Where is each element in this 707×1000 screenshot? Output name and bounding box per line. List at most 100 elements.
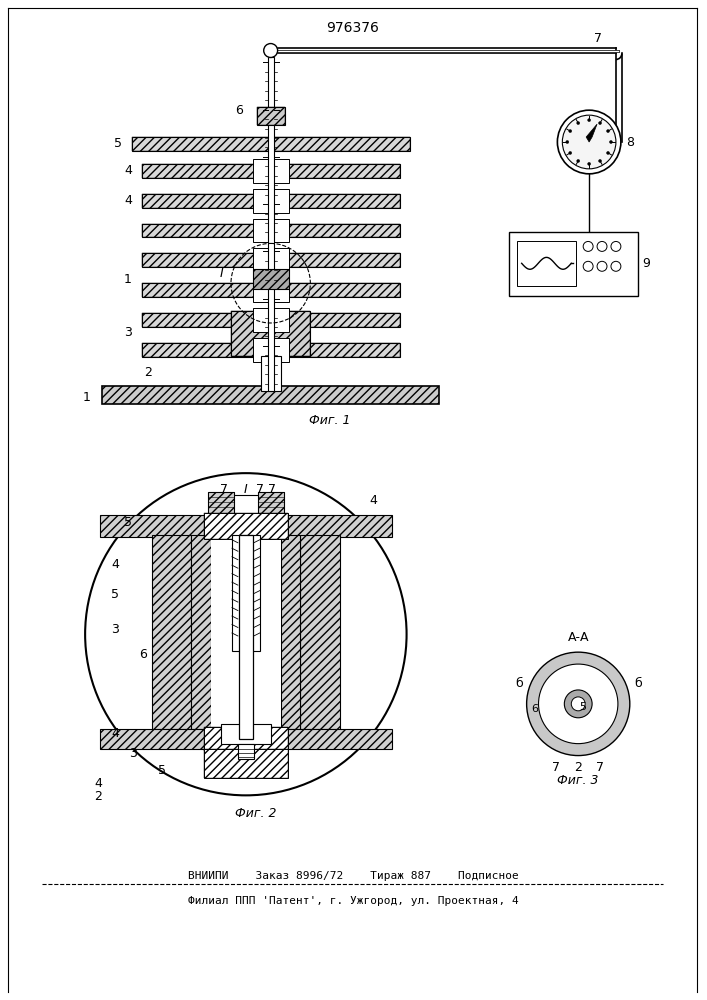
Bar (221, 724, 271, 744)
Text: 7: 7 (256, 483, 264, 496)
Bar (300, 535, 340, 729)
Bar (253, 269, 288, 289)
Text: 4: 4 (124, 164, 132, 177)
Circle shape (588, 162, 590, 165)
Bar (509, 232, 638, 296)
Text: 4: 4 (94, 777, 102, 790)
Bar (253, 278, 288, 302)
Text: 7: 7 (268, 483, 276, 496)
Bar (231, 311, 310, 356)
Text: Фиг. 1: Фиг. 1 (310, 414, 351, 427)
Circle shape (564, 690, 592, 718)
Text: 5: 5 (158, 764, 166, 777)
Bar (141, 343, 399, 357)
Bar (141, 283, 399, 297)
Text: 3: 3 (129, 747, 136, 760)
Text: 1: 1 (124, 273, 132, 286)
Bar (141, 164, 399, 178)
Text: I: I (244, 483, 247, 496)
Bar (257, 107, 284, 125)
Circle shape (562, 115, 616, 169)
Bar (253, 308, 288, 332)
Text: 2: 2 (94, 790, 102, 803)
Bar (239, 535, 253, 739)
Bar (204, 727, 288, 751)
Text: б: б (515, 677, 522, 690)
Bar (231, 311, 310, 356)
Text: 9: 9 (643, 257, 650, 270)
Text: 7: 7 (552, 761, 561, 774)
Text: 4: 4 (370, 493, 378, 506)
Text: I: I (219, 267, 223, 280)
Text: 4: 4 (124, 194, 132, 207)
Bar (141, 224, 399, 237)
Circle shape (566, 141, 569, 143)
Bar (141, 224, 399, 237)
Circle shape (607, 151, 609, 154)
Circle shape (539, 664, 618, 744)
Circle shape (607, 130, 609, 133)
Text: 976376: 976376 (327, 21, 380, 35)
Bar (141, 253, 399, 267)
Bar (151, 535, 192, 729)
Circle shape (611, 241, 621, 251)
Bar (268, 57, 274, 391)
Bar (204, 749, 288, 778)
Bar (132, 137, 409, 151)
Text: 3: 3 (124, 326, 132, 339)
Bar (141, 313, 399, 327)
Bar (192, 535, 211, 729)
Bar (141, 313, 399, 327)
Circle shape (597, 261, 607, 271)
Bar (141, 194, 399, 208)
Text: 2: 2 (144, 366, 151, 379)
Text: 1: 1 (82, 391, 90, 404)
Circle shape (609, 141, 612, 143)
Bar (208, 492, 234, 515)
Circle shape (85, 473, 407, 795)
Text: 7: 7 (596, 761, 604, 774)
Bar (102, 386, 439, 404)
Circle shape (568, 151, 572, 154)
Text: 7: 7 (594, 32, 602, 45)
Circle shape (588, 119, 590, 122)
Text: 2: 2 (574, 761, 582, 774)
Bar (141, 283, 399, 297)
Text: 5: 5 (580, 702, 587, 712)
Text: Фиг. 2: Фиг. 2 (235, 807, 276, 820)
Bar (141, 343, 399, 357)
Bar (258, 492, 284, 515)
Bar (253, 159, 288, 183)
Bar (204, 727, 288, 751)
Bar (261, 356, 281, 391)
Circle shape (583, 241, 593, 251)
Circle shape (599, 159, 602, 162)
Bar (204, 513, 288, 539)
Polygon shape (586, 124, 597, 142)
Bar (204, 513, 288, 539)
Text: 4: 4 (111, 558, 119, 571)
Text: 6: 6 (139, 648, 146, 661)
Circle shape (571, 697, 585, 711)
Bar (257, 107, 284, 125)
Circle shape (527, 652, 630, 756)
Circle shape (583, 261, 593, 271)
Text: 5: 5 (114, 137, 122, 150)
Bar (141, 253, 399, 267)
Bar (253, 189, 288, 213)
Bar (238, 744, 254, 759)
Bar (100, 729, 392, 749)
Text: Фиг. 3: Фиг. 3 (558, 774, 599, 787)
Circle shape (611, 261, 621, 271)
Bar (253, 248, 288, 272)
Bar (281, 535, 300, 729)
Bar (211, 535, 281, 729)
Text: 5: 5 (111, 588, 119, 601)
Circle shape (599, 122, 602, 125)
Bar (527, 652, 630, 756)
Circle shape (264, 44, 278, 57)
Bar (141, 164, 399, 178)
Text: А-А: А-А (568, 631, 589, 644)
Circle shape (557, 110, 621, 174)
Text: 3: 3 (111, 623, 119, 636)
